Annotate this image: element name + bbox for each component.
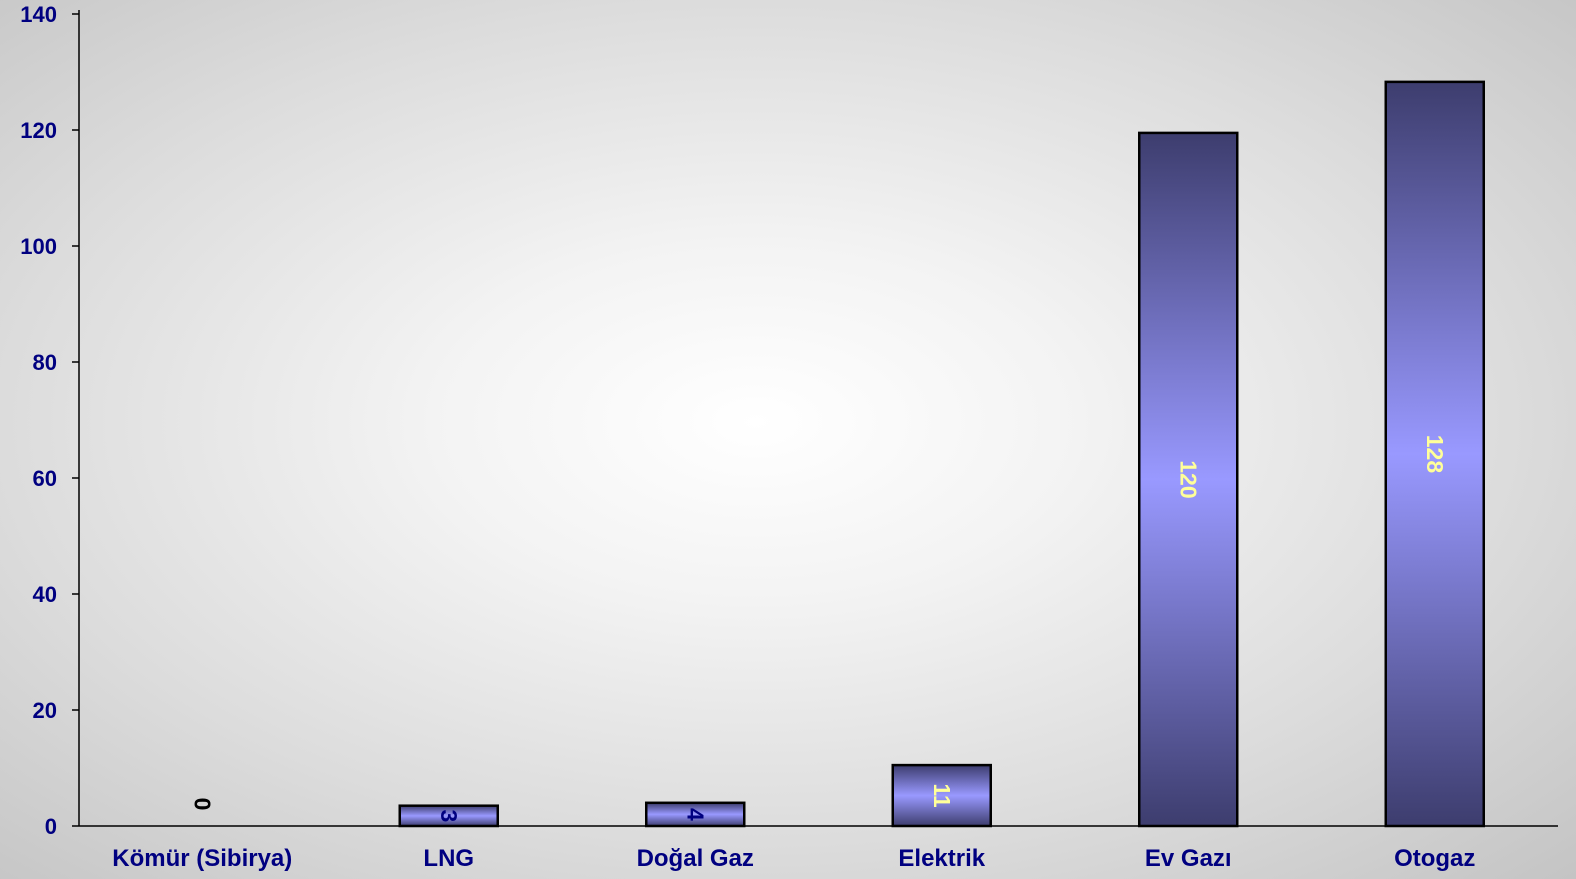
- data-label: 3: [436, 809, 462, 822]
- x-category-label: Kömür (Sibirya): [112, 845, 292, 872]
- data-label: 128: [1422, 435, 1448, 474]
- y-tick-label: 0: [45, 814, 57, 839]
- x-category-label: Otogaz: [1394, 845, 1475, 872]
- y-tick-label: 120: [20, 118, 57, 143]
- x-category-label: Doğal Gaz: [637, 845, 754, 872]
- y-tick-label: 80: [33, 350, 57, 375]
- y-tick-label: 140: [20, 2, 57, 27]
- data-label: 0: [189, 798, 215, 811]
- x-category-label: LNG: [423, 845, 474, 872]
- bar: [1384, 80, 1485, 828]
- y-tick-label: 100: [20, 234, 57, 259]
- data-label: 120: [1175, 460, 1201, 498]
- bar: [891, 763, 992, 828]
- x-category-label: Elektrik: [898, 845, 985, 872]
- bar: [1138, 131, 1239, 828]
- y-tick-label: 40: [33, 582, 57, 607]
- bar: [398, 804, 499, 828]
- bar: [645, 801, 746, 828]
- bars: [398, 80, 1485, 828]
- data-label: 11: [929, 783, 955, 808]
- y-tick-label: 60: [33, 466, 57, 491]
- labels: Kömür (Sibirya) 0 LNG 3 Doğal Gaz 4 Elektrik 11…: [112, 435, 1475, 872]
- x-category-label: Ev Gazı: [1145, 845, 1232, 872]
- y-tick-label: 20: [33, 698, 57, 723]
- data-label: 4: [682, 808, 708, 821]
